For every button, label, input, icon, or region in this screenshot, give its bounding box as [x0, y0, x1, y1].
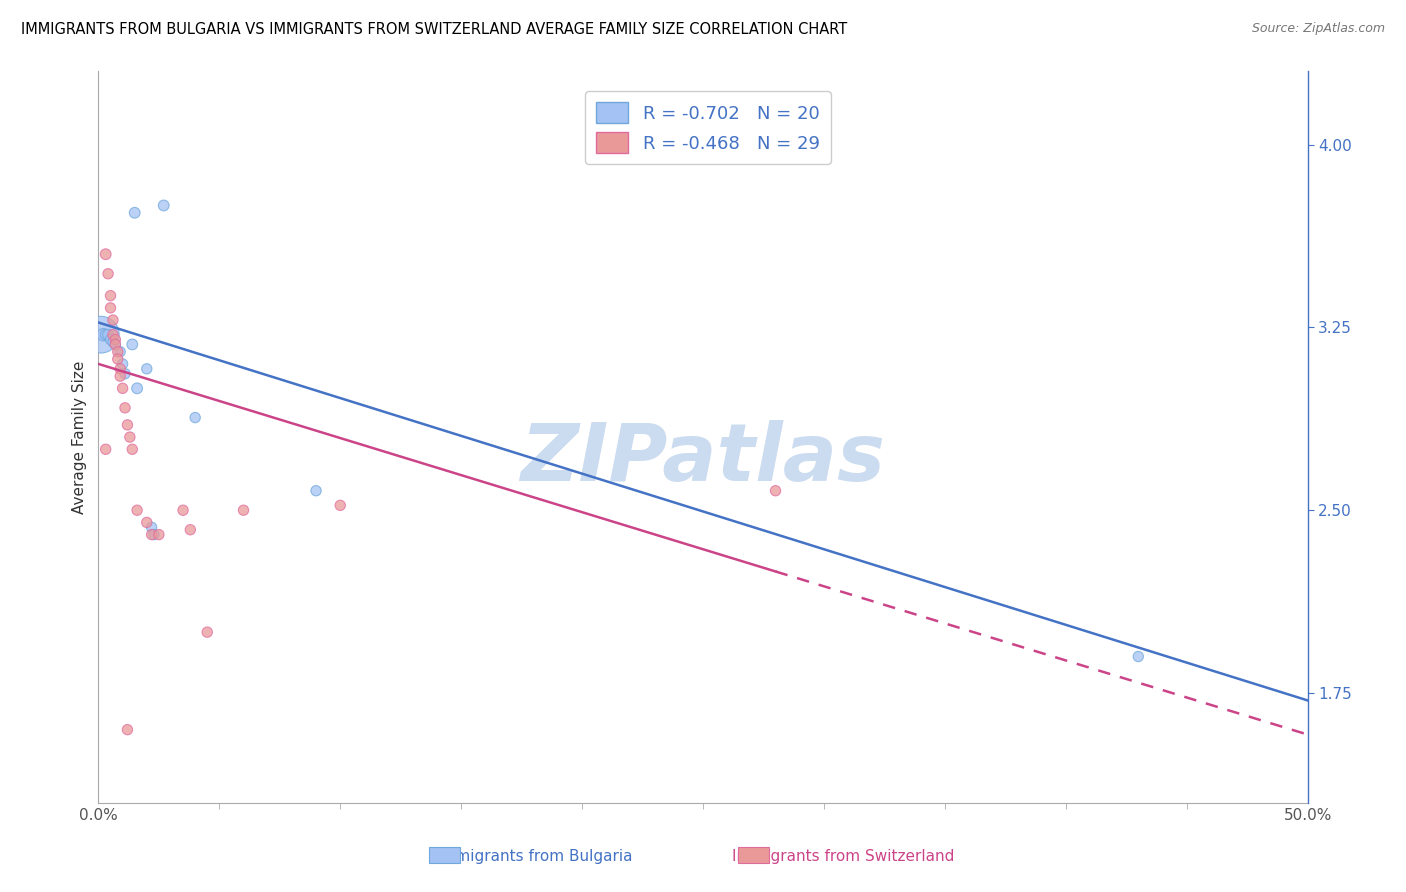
Point	[104, 333, 127, 347]
Point	[141, 520, 163, 534]
Point	[141, 527, 163, 541]
Point	[91, 327, 114, 342]
Legend: R = -0.702   N = 20, R = -0.468   N = 29: R = -0.702 N = 20, R = -0.468 N = 29	[585, 91, 831, 164]
Point	[1128, 649, 1150, 664]
Text: ZIPatlas: ZIPatlas	[520, 420, 886, 498]
Point	[152, 198, 174, 212]
Point	[184, 410, 207, 425]
Point	[111, 381, 134, 395]
Point	[100, 288, 122, 302]
Point	[148, 527, 170, 541]
Point	[104, 337, 127, 351]
Point	[121, 442, 143, 457]
Point	[114, 401, 136, 415]
Point	[329, 499, 352, 513]
Point	[143, 527, 166, 541]
Y-axis label: Average Family Size: Average Family Size	[72, 360, 87, 514]
Point	[124, 206, 146, 220]
Point	[117, 417, 139, 432]
Text: Immigrants from Switzerland: Immigrants from Switzerland	[733, 849, 955, 863]
Point	[101, 313, 124, 327]
Point	[121, 337, 143, 351]
Point	[108, 361, 131, 376]
Point	[94, 327, 117, 342]
Point	[172, 503, 194, 517]
Text: Source: ZipAtlas.com: Source: ZipAtlas.com	[1251, 22, 1385, 36]
Point	[107, 344, 129, 359]
Point	[107, 352, 129, 367]
Text: Immigrants from Bulgaria: Immigrants from Bulgaria	[436, 849, 633, 863]
Point	[118, 430, 141, 444]
Point	[305, 483, 328, 498]
Point	[104, 337, 127, 351]
Point	[117, 723, 139, 737]
Point	[108, 344, 131, 359]
Point	[94, 247, 117, 261]
Point	[111, 357, 134, 371]
Point	[108, 369, 131, 384]
Point	[135, 361, 157, 376]
Point	[127, 503, 149, 517]
Point	[97, 327, 120, 342]
Text: IMMIGRANTS FROM BULGARIA VS IMMIGRANTS FROM SWITZERLAND AVERAGE FAMILY SIZE CORR: IMMIGRANTS FROM BULGARIA VS IMMIGRANTS F…	[21, 22, 848, 37]
Point	[114, 367, 136, 381]
Point	[94, 442, 117, 457]
Point	[97, 267, 120, 281]
Point	[101, 334, 124, 349]
Point	[100, 333, 122, 347]
Point	[127, 381, 149, 395]
Point	[765, 483, 787, 498]
Point	[90, 327, 112, 342]
Point	[135, 516, 157, 530]
Point	[195, 625, 218, 640]
Point	[101, 327, 124, 342]
Point	[100, 301, 122, 315]
Point	[179, 523, 201, 537]
Point	[232, 503, 254, 517]
